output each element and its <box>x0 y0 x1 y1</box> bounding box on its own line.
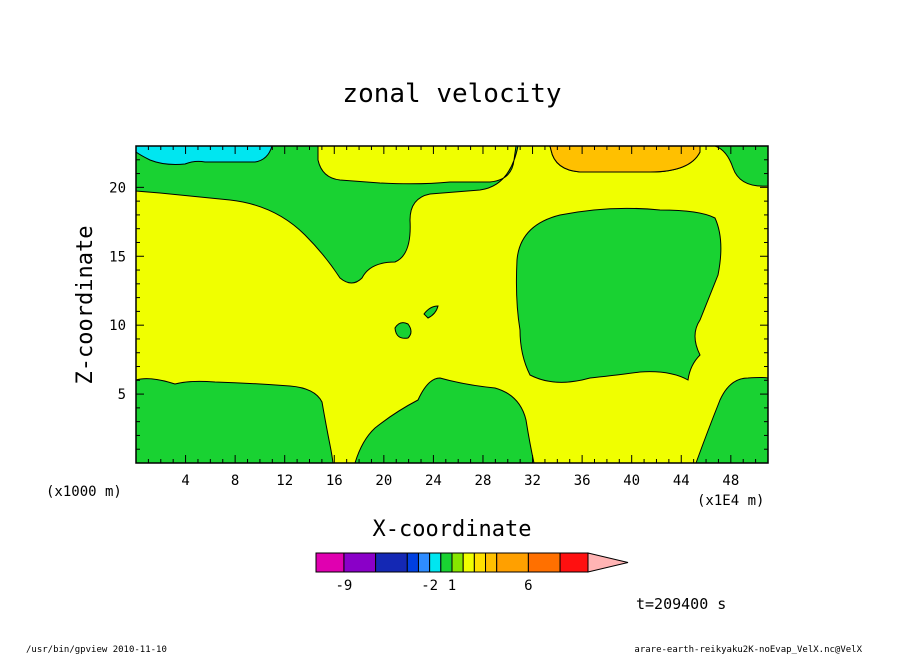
colorbar-swatch <box>559 552 589 573</box>
colorbar-label: 6 <box>524 578 532 594</box>
colorbar-label: -9 <box>336 578 353 594</box>
y-axis-title: Z-coordinate <box>73 226 98 385</box>
footer-left: /usr/bin/gpview 2010-11-10 <box>26 645 167 654</box>
x-tick-label: 24 <box>425 473 442 489</box>
x-tick-label: 48 <box>722 473 739 489</box>
plot-area <box>135 145 769 464</box>
chart-title: zonal velocity <box>342 79 561 109</box>
colorbar-swatch <box>485 552 498 573</box>
time-label: t=209400 s <box>636 595 726 613</box>
contour-region-green-bottom-left <box>135 378 334 464</box>
x-tick-label: 32 <box>524 473 541 489</box>
colorbar-swatch <box>315 552 345 573</box>
x-tick-label: 44 <box>673 473 690 489</box>
x-tick-label: 4 <box>181 473 189 489</box>
y-tick-label: 10 <box>109 318 126 334</box>
contour-region-green-top <box>135 145 769 284</box>
colorbar-swatch <box>429 552 442 573</box>
y-tick-label: 5 <box>118 387 126 403</box>
colorbar-label: -2 <box>421 578 438 594</box>
contour-region-orange-top <box>549 145 701 173</box>
x-axis-title: X-coordinate <box>373 517 532 542</box>
x-tick-label: 28 <box>475 473 492 489</box>
y-axis: 5 10 15 20 <box>109 159 768 450</box>
colorbar-swatch <box>417 552 431 573</box>
colorbar-arrow <box>587 552 629 573</box>
x-tick-label: 12 <box>276 473 293 489</box>
x-units-right: (x1E4 m) <box>697 493 764 509</box>
footer-right: arare-earth-reikyaku2K-noEvap_VelX.nc@Ve… <box>634 645 862 654</box>
colorbar-swatch <box>496 552 529 573</box>
plot-frame <box>135 145 769 464</box>
colorbar-swatch <box>473 552 487 573</box>
colorbar-swatch <box>440 552 453 573</box>
colorbar-swatch <box>406 552 419 573</box>
contour-region-green-small-1 <box>394 322 412 339</box>
x-tick-label: 16 <box>326 473 343 489</box>
colorbar-swatch <box>375 552 408 573</box>
contour-region-green-small-2 <box>423 305 439 319</box>
x-tick-label: 20 <box>375 473 392 489</box>
y-tick-label: 15 <box>109 249 126 265</box>
x-axis: 4 8 12 16 20 24 28 32 36 40 44 48 <box>147 146 757 489</box>
colorbar-swatch <box>343 552 377 573</box>
x-tick-label: 8 <box>231 473 239 489</box>
x-units-left: (x1000 m) <box>46 484 122 500</box>
colorbar-swatch <box>451 552 464 573</box>
contour-region-green-bottom-right <box>695 377 769 464</box>
contour-region-cyan-top-left <box>135 145 273 165</box>
x-tick-label: 40 <box>623 473 640 489</box>
colorbar-swatch <box>527 552 561 573</box>
colorbar-swatch <box>462 552 475 573</box>
y-tick-label: 20 <box>109 180 126 196</box>
x-tick-label: 36 <box>574 473 591 489</box>
contour-region-green-right-blob <box>515 207 722 383</box>
contour-region-green-bottom-center <box>354 377 535 464</box>
colorbar: -9 -2 1 6 <box>315 552 629 594</box>
colorbar-label: 1 <box>448 578 456 594</box>
